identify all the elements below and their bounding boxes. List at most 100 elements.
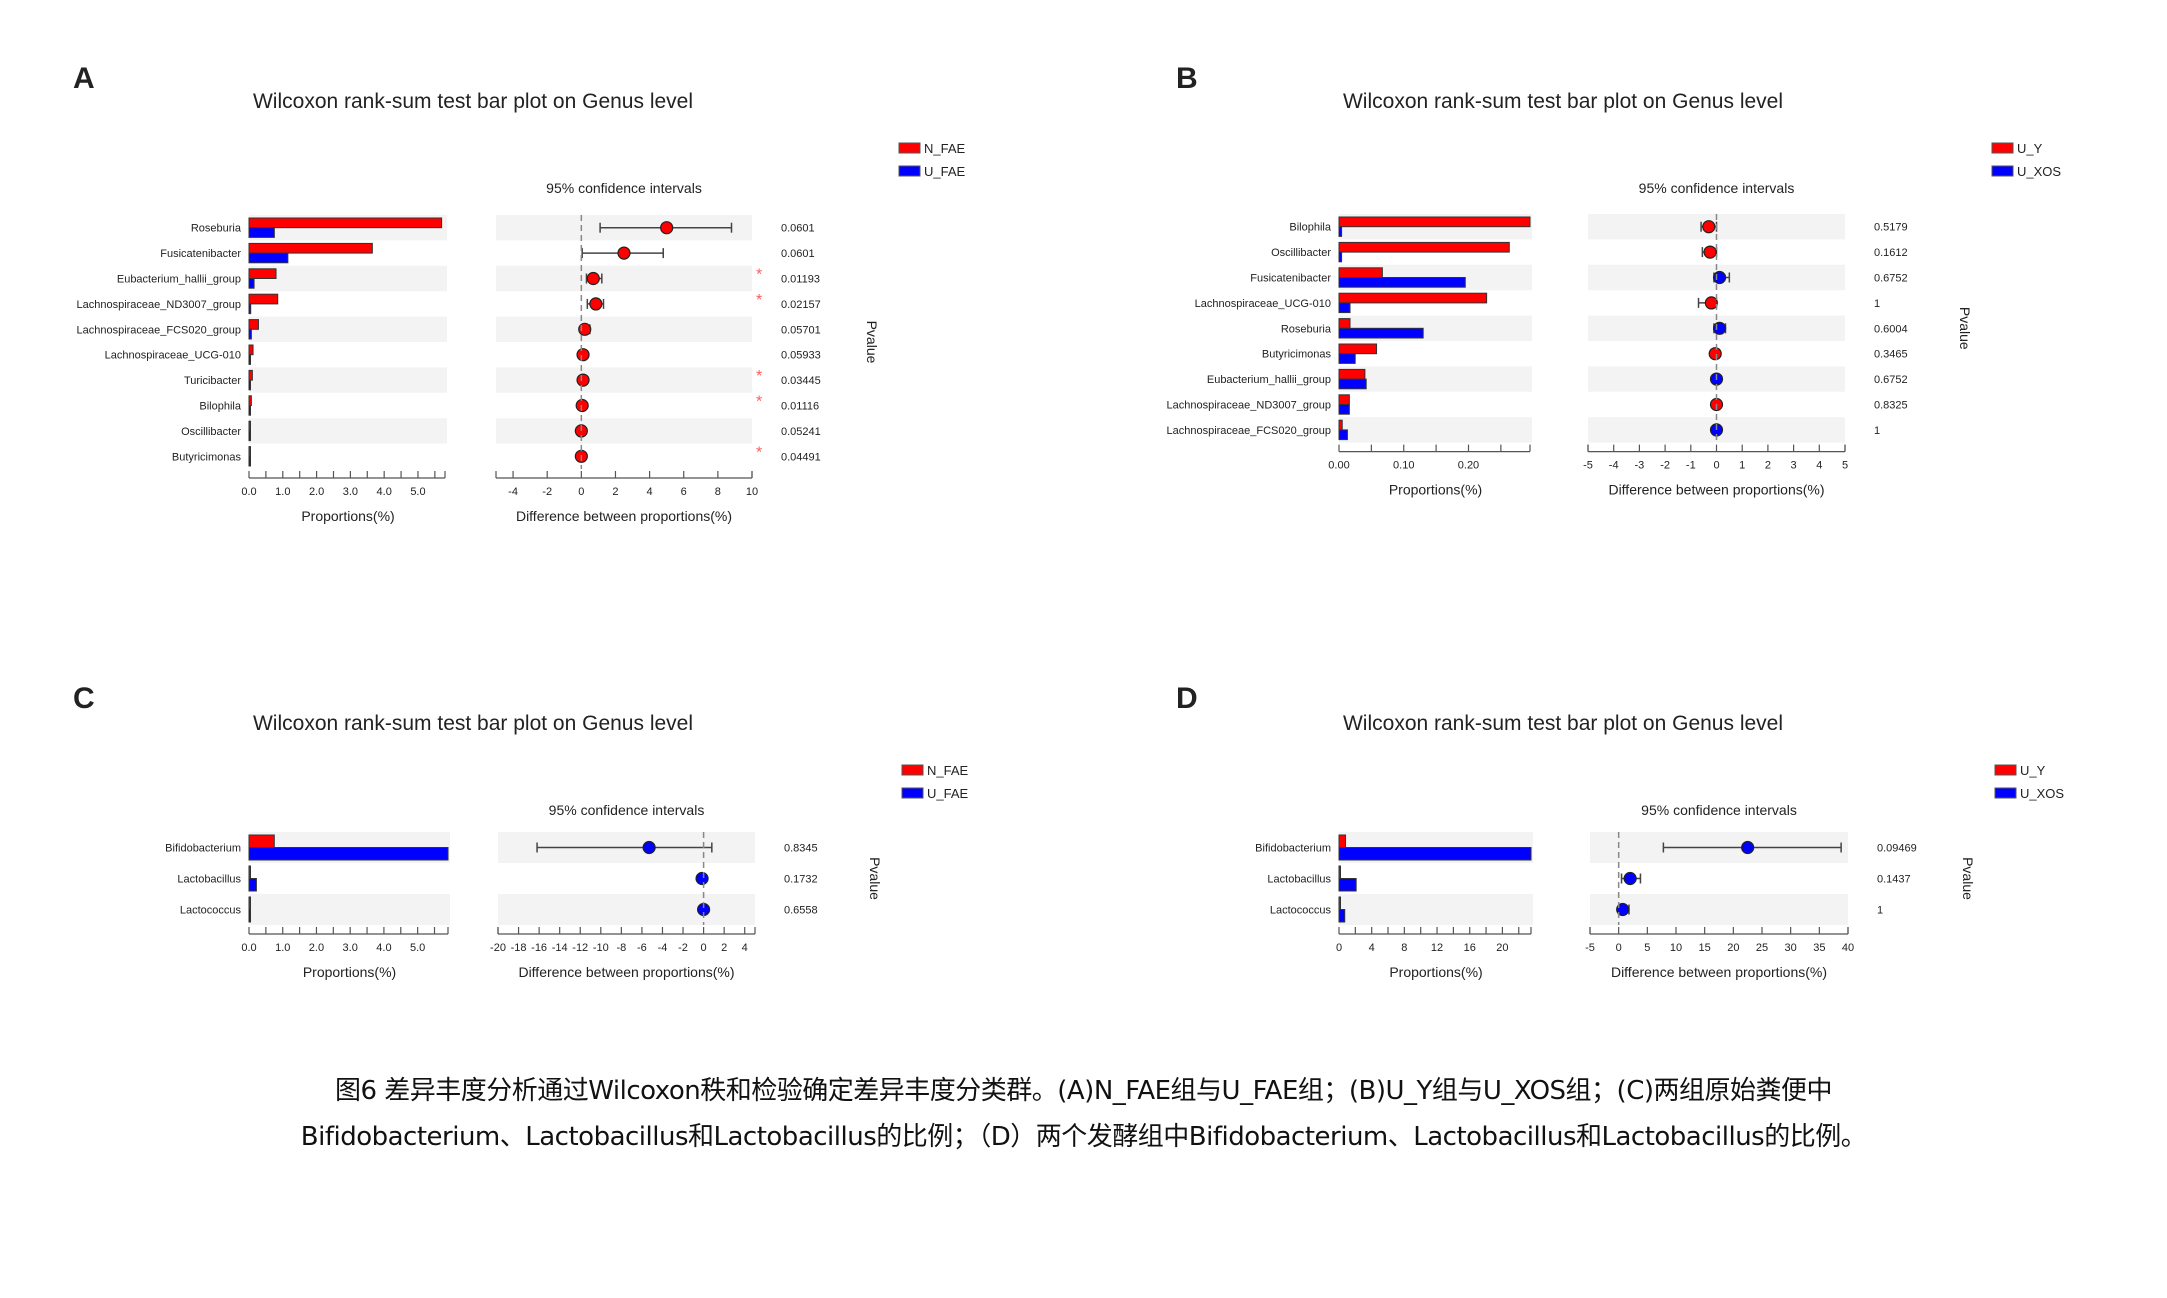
category-label: Roseburia [191,223,242,235]
x-tick-label: 4 [1369,942,1375,954]
bar-u_xos [1338,404,1350,415]
bar-n_fae [248,268,277,279]
category-label: Oscillibacter [1271,247,1331,259]
diff-tick-label: 4 [647,486,653,498]
diff-point [576,373,590,387]
pvalue: 0.1612 [1874,247,1908,259]
diff-tick-label: 40 [1842,942,1854,954]
pvalue: 0.01193 [781,274,820,286]
diff-tick-label: 10 [1670,942,1682,954]
diff-tick-label: -8 [616,942,626,954]
panel-c: C Wilcoxon rank-sum test bar plot on Genu… [73,682,969,980]
legend-label: N_FAE [924,141,966,156]
bar-n_fae [248,293,279,305]
diff-point [1616,902,1630,917]
pvalue: 0.05241 [781,426,821,438]
bar-n_fae [248,865,251,879]
category-label: Bifidobacterium [165,843,241,855]
chart-title: Wilcoxon rank-sum test bar plot on Genus… [253,712,693,735]
diff-tick-label: -4 [658,942,668,954]
bar-n_fae [248,395,252,406]
bar-u_xos [1338,429,1348,441]
x-axis-label: Proportions(%) [1389,964,1482,980]
panel-letter: C [73,682,95,715]
x-tick-label: 5.0 [410,486,425,498]
legend-swatch [898,165,921,177]
legend-swatch [1994,787,2017,799]
bar-u_xos [1338,353,1356,364]
ci-title: 95% confidence intervals [549,802,705,818]
bar-u_y [1338,292,1488,304]
bar-u_y [1338,318,1351,329]
bar-n_fae [248,344,254,356]
pvalue: 0.04491 [781,451,821,463]
diff-tick-label: -2 [678,942,688,954]
bar-u_y [1338,394,1350,405]
diff-axis-label: Difference between proportions(%) [1611,964,1827,980]
diff-tick-label: 2 [1765,460,1771,472]
ci-title: 95% confidence intervals [1639,180,1795,196]
legend-swatch [898,142,921,154]
bar-n_fae [248,420,251,432]
diff-tick-label: 4 [1816,460,1822,472]
legend-swatch [901,787,924,799]
chart-title: Wilcoxon rank-sum test bar plot on Genus… [1343,712,1783,735]
diff-tick-label: 5 [1842,460,1848,472]
category-label: Lactobacillus [1267,874,1331,886]
diff-tick-label: -18 [511,942,527,954]
chart-title: Wilcoxon rank-sum test bar plot on Genus… [1343,90,1783,113]
diff-tick-label: -4 [1609,460,1619,472]
bar-u_y [1338,865,1341,879]
category-label: Lachnospiraceae_ND3007_group [76,299,241,311]
category-label: Lactobacillus [177,874,241,886]
pvalue: 0.09469 [1877,843,1917,855]
x-tick-label: 4.0 [376,942,391,954]
diff-tick-label: -6 [637,942,647,954]
diff-axis-label: Difference between proportions(%) [516,508,732,524]
pvalue-axis-label: Pvalue [1957,307,1973,350]
bar-u_xos [1338,302,1351,314]
bar-u_fae [248,278,255,289]
panel-d: D Wilcoxon rank-sum test bar plot on Genu… [1176,682,2064,980]
bar-u_y [1338,419,1343,431]
diff-tick-label: 1 [1739,460,1745,472]
row-band [496,265,752,292]
diff-axis-label: Difference between proportions(%) [518,964,734,980]
diff-point [1708,347,1722,361]
category-label: Lactococcus [180,905,242,917]
row-band [498,894,755,925]
legend-label: U_FAE [927,786,969,801]
panel-a: A Wilcoxon rank-sum test bar plot on Genu… [73,62,966,524]
bar-n_fae [248,896,251,910]
legend-swatch [901,764,924,776]
significance-asterisk: * [756,292,762,309]
x-tick-label: 0.00 [1328,460,1349,472]
bar-u_fae [248,379,251,391]
category-label: Lachnospiraceae_FCS020_group [1166,425,1331,437]
diff-tick-label: -12 [572,942,588,954]
legend-swatch [1994,764,2017,776]
bar-u_fae [248,252,289,264]
bar-n_fae [248,369,253,381]
diff-tick-label: -20 [490,942,506,954]
category-label: Butyricimonas [1262,349,1332,361]
pvalue: 0.1437 [1877,874,1911,886]
bar-u_y [1338,241,1510,253]
bar-u_fae [248,847,449,861]
bar-u_fae [248,303,252,315]
row-band [1339,417,1532,443]
bar-u_xos [1338,277,1466,288]
diff-tick-label: 8 [715,486,721,498]
pvalue: 0.05933 [781,350,821,362]
x-tick-label: 4.0 [377,486,392,498]
pvalue: 0.02157 [781,299,821,311]
diff-axis-label: Difference between proportions(%) [1608,482,1824,498]
diff-point [1702,220,1716,234]
pvalue-axis-label: Pvalue [864,321,880,364]
pvalue-axis-label: Pvalue [1960,857,1976,900]
significance-asterisk: * [756,394,762,411]
bar-u_y [1338,343,1378,355]
legend-label: U_Y [2020,763,2046,778]
pvalue: 0.6752 [1874,273,1908,285]
